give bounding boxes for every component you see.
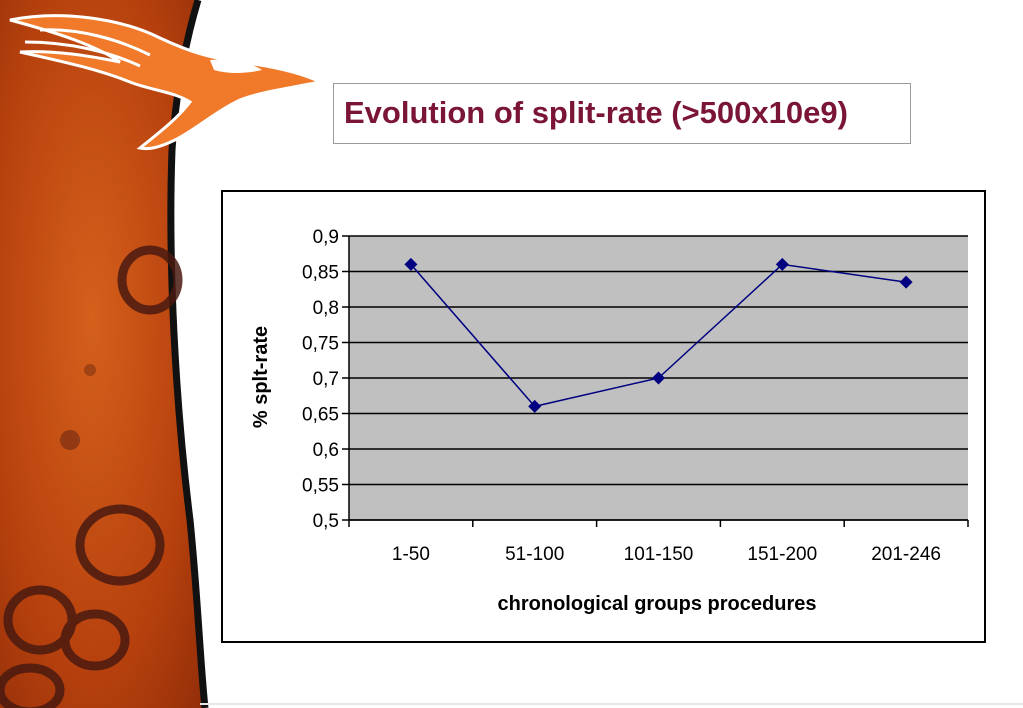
pelican-logo-icon [9, 14, 325, 151]
y-tick-label: 0,9 [313, 227, 339, 248]
data-point [404, 257, 418, 271]
x-tick-label: 51-100 [505, 544, 564, 565]
side-panel-background [0, 0, 325, 708]
line-chart: 0,9 0,85 0,8 0,75 0,7 0,65 0,6 0,55 0,5 1-50 51-1… [250, 227, 969, 615]
x-tick-label: 201-246 [871, 544, 941, 565]
axes [342, 235, 969, 527]
y-tick-label: 0,7 [313, 369, 339, 390]
footer-divider [200, 703, 1023, 705]
y-tick-label: 0,75 [302, 334, 339, 355]
y-tick-label: 0,65 [302, 405, 339, 426]
y-tick-label: 0,8 [313, 298, 339, 319]
y-tick-labels: 0,9 0,85 0,8 0,75 0,7 0,65 0,6 0,55 0,5 [302, 227, 339, 532]
title-box: Evolution of split-rate (>500x10e9) [333, 83, 911, 144]
x-tick-labels: 1-50 51-100 101-150 151-200 201-246 [392, 544, 941, 565]
y-tick-label: 0,6 [313, 440, 339, 461]
series-layer [404, 257, 913, 413]
gridlines [349, 235, 968, 521]
y-tick-label: 0,85 [302, 263, 339, 284]
data-point [775, 257, 789, 271]
slide-title: Evolution of split-rate (>500x10e9) [344, 95, 848, 130]
data-point [528, 399, 542, 413]
x-tick-label: 1-50 [392, 544, 430, 565]
y-axis-title: % splt-rate [250, 326, 272, 428]
y-tick-label: 0,5 [313, 511, 339, 532]
chart-frame: 0,9 0,85 0,8 0,75 0,7 0,65 0,6 0,55 0,5 1-50 51-1… [221, 190, 986, 643]
x-axis-title: chronological groups procedures [498, 593, 817, 615]
bubble-decoration [0, 245, 183, 708]
y-tick-label: 0,55 [302, 476, 339, 497]
data-point [652, 371, 665, 385]
data-point [899, 275, 913, 289]
x-tick-label: 101-150 [624, 544, 694, 565]
x-tick-label: 151-200 [747, 544, 817, 565]
